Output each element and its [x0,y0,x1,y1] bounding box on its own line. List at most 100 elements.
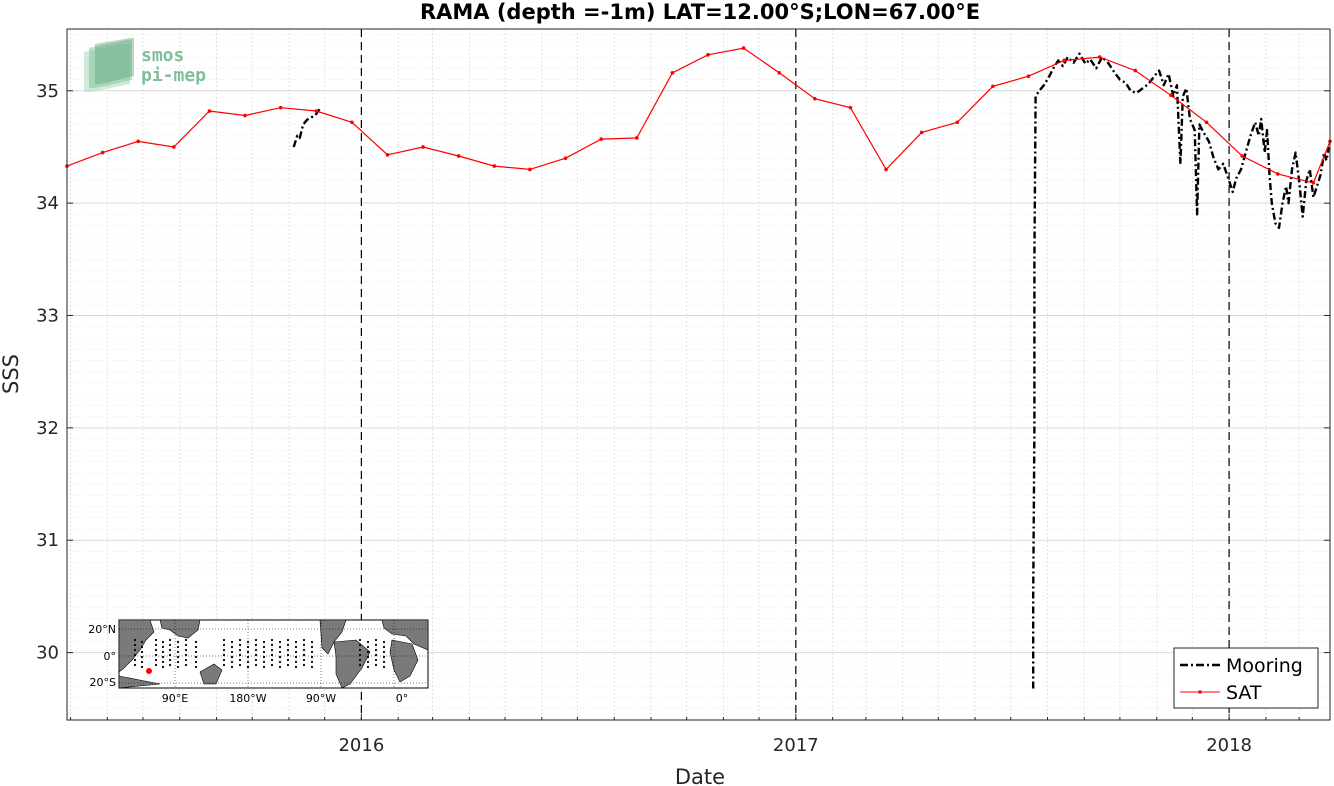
inset-lon-label-90e: 90°E [162,692,188,705]
smos-pimep-logo: smos pi-mep [84,38,206,92]
inset-lat-label-20n: 20°N [88,623,116,636]
inset-mooring-dot [140,665,144,669]
inset-mooring-dot [294,640,298,644]
series-sat-point [1169,93,1173,98]
series-sat-point [278,105,283,110]
series-mooring-line [1031,52,1330,689]
series-sat-point [1311,181,1316,185]
inset-lon-label-180w: 180°W [229,692,266,705]
inset-mooring-dot [246,650,250,654]
series-sat-point [634,136,639,140]
inset-mooring-dot [140,655,144,659]
series-sat-point [741,46,746,50]
inset-mooring-dot [194,650,198,654]
inset-mooring-dot [382,665,386,669]
series-sat-point [706,53,710,57]
inset-mooring-dot [154,643,158,647]
inset-mooring-dot [358,648,362,652]
series-sat-point [528,167,532,172]
inset-mooring-dot [133,648,137,652]
inset-mooring-dot [133,638,137,642]
inset-mooring-dot [374,653,378,657]
logo-text-pimep: pi-mep [141,65,206,86]
series-sat-point [884,167,888,172]
y-tick-label: 31 [36,530,59,551]
inset-mooring-dot [161,650,165,654]
inset-mooring-dot [194,655,198,659]
inset-mooring-dot [358,663,362,667]
inset-mooring-dot [154,663,158,667]
series-sat-point [136,139,141,144]
inset-mooring-dot [270,643,274,647]
inset-mooring-dot [176,665,180,669]
inset-mooring-dot [154,653,158,657]
inset-mooring-dot [310,645,314,649]
inset-mooring-dot [238,658,242,662]
inset-mooring-dot [294,665,298,669]
inset-mooring-dot [168,653,172,657]
legend-label-mooring: Mooring [1226,655,1303,677]
axis-ticks: 30 31 32 33 34 35 2016 2017 2018 [36,81,1330,756]
inset-mooring-dot [133,658,137,662]
inset-mooring-dot [168,648,172,652]
inset-mooring-dot [230,640,234,644]
inset-lon-label-90w: 90°W [306,692,336,705]
inset-mooring-dot [358,653,362,657]
inset-mooring-dot [222,658,226,662]
inset-mooring-dot [254,643,258,647]
inset-mooring-dot [270,638,274,642]
inset-mooring-dot [310,650,314,654]
inset-mooring-dot [366,640,370,644]
inset-mooring-dot [286,643,290,647]
series-sat-point [1240,154,1244,158]
inset-map-gridlines [119,620,428,688]
series-sat-point [599,137,603,141]
logo-mark [84,38,134,92]
inset-mooring-dot [366,655,370,659]
logo-text-smos: smos [141,45,184,66]
inset-mooring-dot [286,658,290,662]
inset-mooring-dot [374,658,378,662]
inset-mooring-dot [374,663,378,667]
inset-mooring-dot [184,648,188,652]
inset-mooring-dot [238,648,242,652]
legend-label-sat: SAT [1226,682,1262,704]
inset-mooring-dot [366,645,370,649]
inset-mooring-dot [294,655,298,659]
inset-mooring-dot [286,638,290,642]
inset-map-frame [118,619,429,689]
series-sat-point [350,120,354,125]
series-sat-point [243,113,247,118]
inset-mooring-dot [230,665,234,669]
series-sat-point [207,109,212,113]
inset-mooring-dot [270,658,274,662]
series-sat-point [955,120,960,125]
inset-mooring-dot [230,645,234,649]
inset-mooring-dot [246,665,250,669]
inset-mooring-dot [184,658,188,662]
inset-mooring-dot [302,658,306,662]
inset-mooring-dot [294,660,298,664]
inset-mooring-dot [254,658,258,662]
inset-mooring-dot [222,643,226,647]
inset-mooring-dot [154,648,158,652]
inset-mooring-dot [176,640,180,644]
inset-mooring-dot [222,648,226,652]
inset-mooring-dot [161,665,165,669]
inset-mooring-dot [154,658,158,662]
inset-mooring-dot [374,643,378,647]
y-axis-label: SSS [0,354,23,394]
legend: Mooring SAT [1173,647,1319,709]
series-sat-point [919,130,924,135]
y-tick-label: 35 [36,81,59,102]
inset-mooring-dot [238,663,242,667]
inset-mooring-dot [133,643,137,647]
inset-mooring-dot [302,663,306,667]
inset-mooring-dot [358,658,362,662]
inset-mooring-dot [133,653,137,657]
inset-mooring-dot [168,663,172,667]
inset-mooring-dot [382,655,386,659]
inset-mooring-dot [184,638,188,642]
inset-mooring-dot [246,640,250,644]
